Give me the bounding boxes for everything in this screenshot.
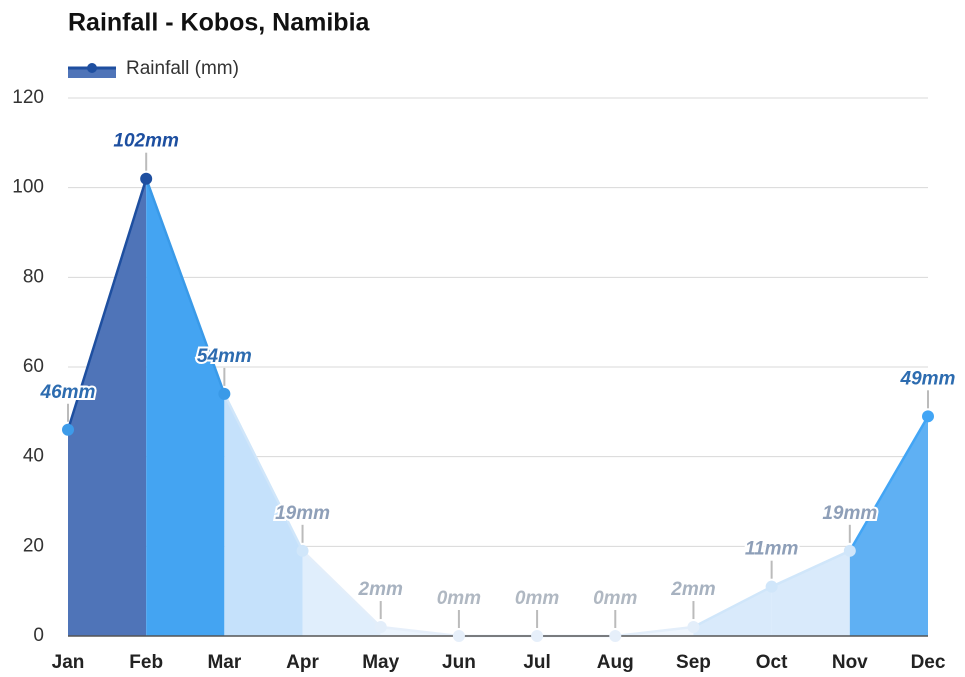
- x-tick-label: Apr: [286, 652, 319, 673]
- area-segment: [224, 393, 303, 636]
- x-tick-label: May: [362, 652, 399, 673]
- point: [452, 630, 465, 642]
- legend-marker: [87, 63, 97, 73]
- x-tick-label: Dec: [911, 652, 946, 673]
- point: [62, 423, 74, 436]
- point: [765, 580, 778, 593]
- x-tick-label: Aug: [597, 652, 634, 673]
- line-segment: [223, 393, 304, 552]
- line-segment: [848, 415, 930, 552]
- value-label: 11mm: [745, 539, 799, 560]
- value-label: 46mm: [40, 382, 96, 403]
- value-label: 54mm: [197, 346, 252, 367]
- point: [374, 621, 387, 634]
- point: [218, 387, 231, 400]
- y-tick-label: 0: [33, 625, 44, 646]
- value-label: 0mm: [437, 588, 481, 609]
- x-tick-label: Oct: [756, 652, 788, 673]
- chart-title: Rainfall - Kobos, Namibia: [68, 9, 371, 37]
- line-segment: [692, 585, 773, 629]
- value-label: 2mm: [358, 579, 403, 600]
- line-segment: [380, 625, 460, 638]
- point: [843, 544, 856, 557]
- value-label: 0mm: [593, 588, 637, 609]
- legend-label: Rainfall (mm): [126, 58, 239, 79]
- y-tick-label: 60: [23, 356, 44, 377]
- x-tick-label: Mar: [207, 652, 241, 673]
- line-segment: [615, 625, 694, 638]
- y-tick-label: 20: [23, 535, 44, 556]
- value-label: 0mm: [515, 588, 559, 609]
- y-tick-label: 120: [12, 87, 44, 108]
- line-segment: [66, 178, 148, 431]
- value-label: 2mm: [670, 579, 715, 600]
- value-label: 49mm: [900, 368, 956, 389]
- x-tick-label: Jun: [442, 652, 476, 673]
- y-tick-label: 100: [12, 177, 44, 198]
- value-label: 19mm: [822, 503, 877, 524]
- y-tick-label: 40: [23, 446, 44, 467]
- point: [609, 630, 622, 642]
- area-segment: [771, 550, 850, 636]
- point: [531, 630, 544, 642]
- point: [296, 544, 309, 557]
- x-tick-label: Sep: [676, 652, 711, 673]
- point: [922, 410, 934, 423]
- value-label: 19mm: [275, 503, 330, 524]
- point: [687, 621, 700, 634]
- point: [140, 172, 153, 185]
- area-segment: [68, 178, 147, 636]
- x-tick-label: Feb: [129, 652, 163, 673]
- line-segment: [771, 549, 851, 588]
- x-tick-label: Nov: [832, 652, 868, 673]
- area-segment: [849, 416, 928, 636]
- line-segment: [301, 549, 382, 628]
- legend: Rainfall (mm): [68, 58, 239, 79]
- value-label: 102mm: [113, 131, 179, 152]
- x-tick-label: Jul: [523, 652, 550, 673]
- line-segment: [145, 178, 226, 395]
- x-tick-label: Jan: [52, 652, 85, 673]
- area-segment: [302, 550, 381, 636]
- area-segment: [146, 178, 225, 636]
- area-segment: [693, 586, 772, 636]
- y-tick-label: 80: [23, 266, 44, 287]
